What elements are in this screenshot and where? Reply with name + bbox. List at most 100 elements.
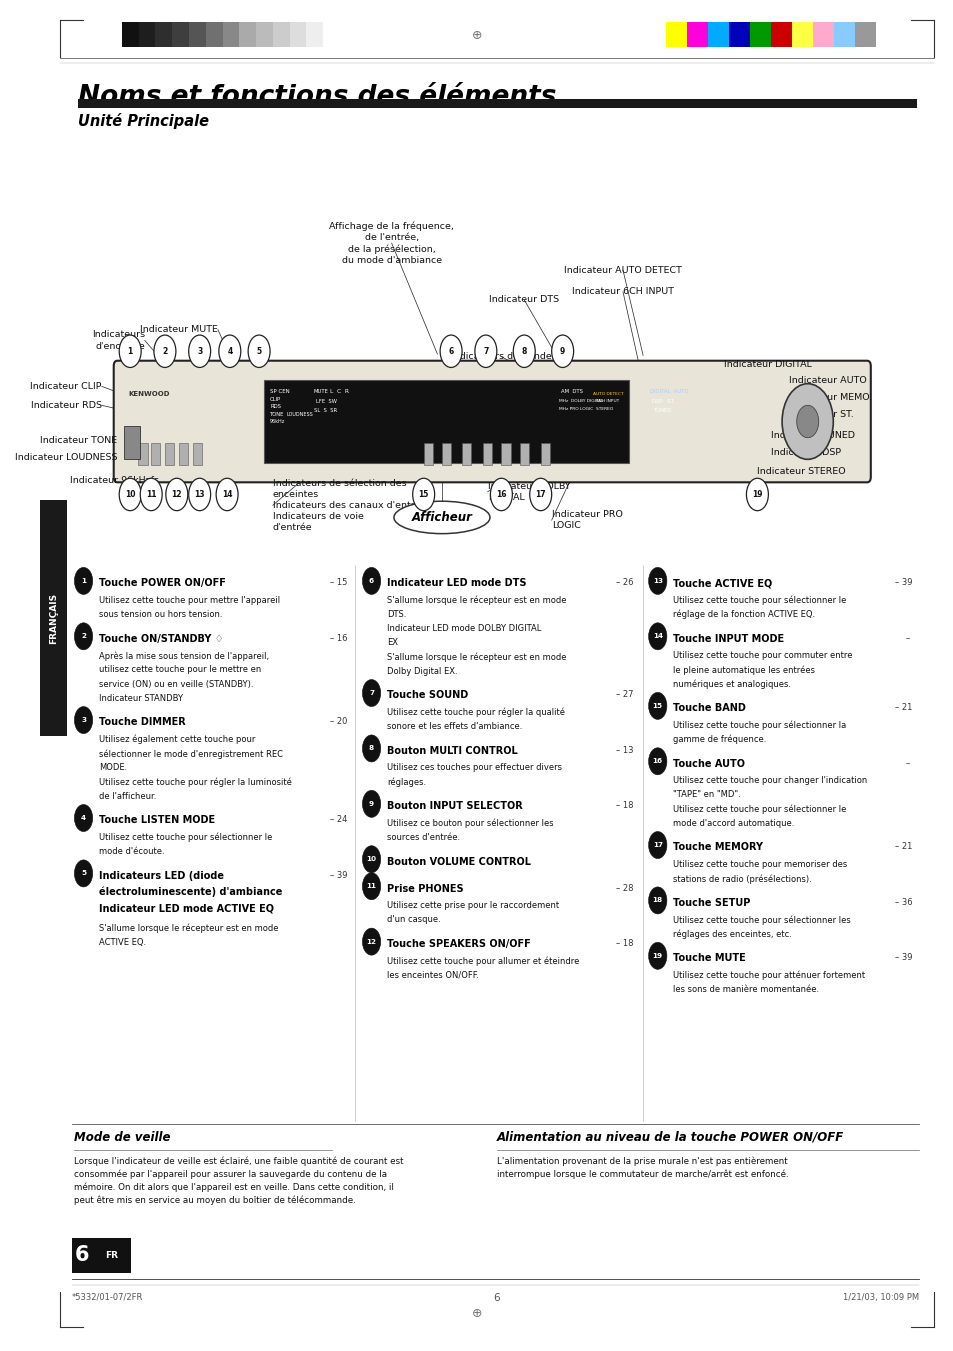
Text: CLIP: CLIP xyxy=(270,397,281,403)
Text: numériques et analogiques.: numériques et analogiques. xyxy=(673,680,790,689)
Text: 11: 11 xyxy=(366,884,376,889)
Text: – 20: – 20 xyxy=(330,717,348,727)
Text: Utilisez cette touche pour sélectionner la: Utilisez cette touche pour sélectionner … xyxy=(673,721,845,731)
Text: réglages.: réglages. xyxy=(387,777,426,788)
Text: Indicateurs LED (diode: Indicateurs LED (diode xyxy=(99,871,224,881)
Text: "TAPE" en "MD".: "TAPE" en "MD". xyxy=(673,790,740,800)
Text: 2: 2 xyxy=(81,634,86,639)
Text: Indicateur STANDBY: Indicateur STANDBY xyxy=(99,694,183,703)
Bar xyxy=(263,380,629,463)
Text: Utilisez cette touche pour changer l'indication: Utilisez cette touche pour changer l'ind… xyxy=(673,775,866,785)
Text: service (ON) ou en veille (STANDBY).: service (ON) ou en veille (STANDBY). xyxy=(99,680,253,689)
Text: FRANÇAIS: FRANÇAIS xyxy=(49,593,58,644)
Circle shape xyxy=(796,405,818,438)
Text: Après la mise sous tension de l'appareil,: Après la mise sous tension de l'appareil… xyxy=(99,651,269,661)
Text: 13: 13 xyxy=(194,490,205,499)
Circle shape xyxy=(362,846,380,873)
Text: ⊕: ⊕ xyxy=(471,28,481,42)
Text: Noms et fonctions des éléments: Noms et fonctions des éléments xyxy=(78,84,556,109)
Text: 7: 7 xyxy=(369,690,374,696)
Bar xyxy=(273,22,290,47)
Text: MHz  DOLBY DIGITAL: MHz DOLBY DIGITAL xyxy=(558,400,603,403)
Text: 14: 14 xyxy=(222,490,233,499)
Text: stations de radio (présélections).: stations de radio (présélections). xyxy=(673,874,811,884)
Text: Utilisez cette touche pour memoriser des: Utilisez cette touche pour memoriser des xyxy=(673,861,846,869)
Text: 17: 17 xyxy=(652,842,662,848)
Text: utilisez cette touche pour le mettre en: utilisez cette touche pour le mettre en xyxy=(99,665,261,674)
Text: Indicateur 6CH INPUT: Indicateur 6CH INPUT xyxy=(572,288,674,296)
Text: Indicateur AUTO DETECT: Indicateur AUTO DETECT xyxy=(563,266,681,274)
Bar xyxy=(138,22,155,47)
Bar xyxy=(686,22,707,47)
Text: sous tension ou hors tension.: sous tension ou hors tension. xyxy=(99,611,222,619)
Text: de l'afficheur.: de l'afficheur. xyxy=(99,792,156,801)
Text: Utilisez cette touche pour sélectionner le: Utilisez cette touche pour sélectionner … xyxy=(673,805,845,815)
Bar xyxy=(255,22,273,47)
Text: 9: 9 xyxy=(559,347,565,355)
Text: 1/21/03, 10:09 PM: 1/21/03, 10:09 PM xyxy=(842,1293,919,1302)
Text: LOUDNESS: LOUDNESS xyxy=(286,412,313,417)
Text: 6: 6 xyxy=(448,347,454,355)
Text: Touche SOUND: Touche SOUND xyxy=(387,690,468,700)
Circle shape xyxy=(648,832,666,859)
Bar xyxy=(193,443,202,465)
Circle shape xyxy=(362,735,380,762)
Circle shape xyxy=(362,790,380,817)
Text: 15: 15 xyxy=(418,490,429,499)
Text: 6: 6 xyxy=(74,1246,89,1265)
Text: SL  S  SR: SL S SR xyxy=(314,408,336,413)
Text: 8: 8 xyxy=(521,347,526,355)
Text: ⊕: ⊕ xyxy=(471,1306,481,1320)
Text: 6: 6 xyxy=(369,578,374,584)
Text: Bouton MULTI CONTROL: Bouton MULTI CONTROL xyxy=(387,746,517,755)
Circle shape xyxy=(166,478,188,511)
Text: 8: 8 xyxy=(369,746,374,751)
Circle shape xyxy=(413,478,435,511)
Text: MUTE: MUTE xyxy=(314,389,329,394)
Text: S'allume lorsque le récepteur est en mode: S'allume lorsque le récepteur est en mod… xyxy=(387,596,566,605)
Circle shape xyxy=(529,478,551,511)
Text: 17: 17 xyxy=(535,490,545,499)
Bar xyxy=(222,22,239,47)
Text: les enceintes ON/OFF.: les enceintes ON/OFF. xyxy=(387,970,478,979)
Text: DSP   ST.: DSP ST. xyxy=(652,399,675,404)
Text: électroluminescente) d'ambiance: électroluminescente) d'ambiance xyxy=(99,888,282,897)
Circle shape xyxy=(218,335,240,367)
Text: DIGITAL  AUTO: DIGITAL AUTO xyxy=(650,389,688,394)
Bar xyxy=(423,443,433,465)
Circle shape xyxy=(74,707,92,734)
Text: ACTIVE EQ.: ACTIVE EQ. xyxy=(99,938,146,947)
Text: 12: 12 xyxy=(366,939,376,944)
Text: 12: 12 xyxy=(172,490,182,499)
Text: Dolby Digital EX.: Dolby Digital EX. xyxy=(387,666,457,676)
Text: Prise PHONES: Prise PHONES xyxy=(387,884,463,893)
Text: sélectionner le mode d'enregistrement REC: sélectionner le mode d'enregistrement RE… xyxy=(99,748,283,759)
Circle shape xyxy=(648,748,666,775)
Text: Indicateurs de bande: Indicateurs de bande xyxy=(451,353,551,361)
Text: – 26: – 26 xyxy=(616,578,634,588)
Text: 9: 9 xyxy=(369,801,374,807)
Text: – 18: – 18 xyxy=(616,939,634,948)
Text: AM  DTS: AM DTS xyxy=(560,389,582,394)
Text: TUNED: TUNED xyxy=(654,408,672,413)
Text: Indicateur TONE: Indicateur TONE xyxy=(40,436,117,444)
Text: S'allume lorsque le récepteur est en mode: S'allume lorsque le récepteur est en mod… xyxy=(387,653,566,662)
Bar xyxy=(306,22,323,47)
FancyBboxPatch shape xyxy=(113,361,870,482)
Bar xyxy=(441,443,451,465)
Text: 96kHz: 96kHz xyxy=(270,419,285,424)
Circle shape xyxy=(648,567,666,594)
Text: DTS.: DTS. xyxy=(387,611,406,619)
Text: Indicateur LED mode ACTIVE EQ: Indicateur LED mode ACTIVE EQ xyxy=(99,904,274,913)
Bar xyxy=(833,22,854,47)
Circle shape xyxy=(648,888,666,915)
Text: Touche SPEAKERS ON/OFF: Touche SPEAKERS ON/OFF xyxy=(387,939,530,948)
Text: – 24: – 24 xyxy=(330,816,348,824)
Bar xyxy=(40,500,67,736)
Text: Indicateur PRO
LOGIC: Indicateur PRO LOGIC xyxy=(551,511,622,530)
Text: Bouton INPUT SELECTOR: Bouton INPUT SELECTOR xyxy=(387,801,522,811)
Text: – 13: – 13 xyxy=(616,746,634,755)
Text: Indicateur DTS: Indicateur DTS xyxy=(489,296,558,304)
Text: Touche SETUP: Touche SETUP xyxy=(673,898,750,908)
Text: Indicateur RDS: Indicateur RDS xyxy=(30,401,102,409)
